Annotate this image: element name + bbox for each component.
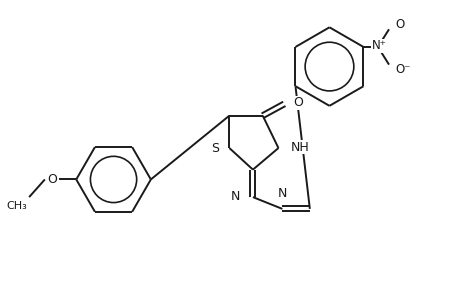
Text: O: O bbox=[394, 18, 403, 31]
Text: O: O bbox=[292, 96, 302, 110]
Text: N⁺: N⁺ bbox=[371, 40, 386, 52]
Text: O: O bbox=[48, 173, 57, 186]
Text: NH: NH bbox=[291, 141, 309, 154]
Text: S: S bbox=[211, 142, 219, 154]
Text: N: N bbox=[277, 187, 286, 200]
Text: CH₃: CH₃ bbox=[6, 201, 27, 211]
Text: O⁻: O⁻ bbox=[394, 63, 409, 76]
Text: N: N bbox=[230, 190, 240, 202]
